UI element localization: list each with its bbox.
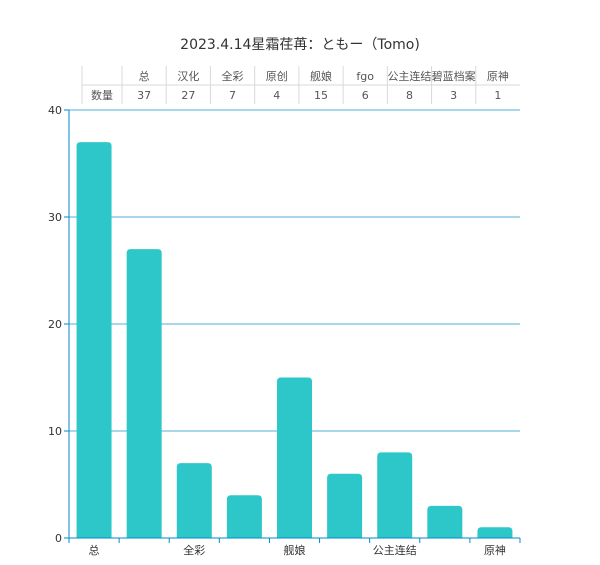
table-row-label: 数量 [91, 89, 113, 102]
table-header-cell: fgo [356, 70, 374, 83]
bar [327, 473, 363, 538]
x-tick-label: 总 [89, 543, 100, 557]
y-tick-label: 10 [48, 425, 62, 438]
bars [76, 142, 513, 538]
chart-title: 2023.4.14星霜荏苒：ともー（Tomo) [180, 37, 420, 53]
table-value-cell: 4 [273, 89, 280, 102]
data-table: 总 37 汉化 27 全彩 7 原创 4 舰娘 15 fgo 6 公主连结 8 碧蓝档案 3 原神 1 数量 [81, 66, 520, 104]
table-value-cell: 6 [362, 89, 369, 102]
x-axis-ticks: 总 全彩 舰娘 公主连结 原神 [68, 538, 521, 557]
y-tick-label: 20 [48, 318, 62, 331]
x-tick-label: 原神 [484, 543, 506, 557]
table-value-cell: 15 [314, 89, 328, 102]
table-value-cell: 1 [494, 89, 501, 102]
x-tick-label: 公主连结 [373, 544, 417, 557]
bar [226, 495, 262, 538]
bar [377, 452, 413, 538]
y-tick-label: 40 [48, 104, 62, 117]
bar [76, 142, 112, 538]
bar [126, 249, 162, 538]
table-value-cell: 7 [229, 89, 236, 102]
bar [277, 377, 312, 538]
y-tick-label: 30 [48, 211, 62, 224]
table-header-cell: 原神 [487, 69, 509, 83]
table-header-cell: 舰娘 [310, 69, 332, 83]
table-header-cell: 碧蓝档案 [432, 69, 476, 83]
table-value-cell: 27 [181, 89, 195, 102]
table-value-cell: 8 [406, 89, 413, 102]
bar [427, 505, 463, 538]
y-tick-label: 0 [55, 532, 62, 545]
bar [176, 463, 212, 538]
table-header-cell: 汉化 [177, 69, 199, 83]
bar [477, 527, 513, 538]
x-tick-label: 舰娘 [284, 543, 306, 557]
x-tick-label: 全彩 [183, 543, 205, 557]
y-axis-ticks: 0 10 20 30 40 [48, 104, 69, 545]
table-header-cell: 公主连结 [387, 70, 431, 83]
table-header-cell: 原创 [266, 70, 288, 83]
table-value-cell: 3 [450, 89, 457, 102]
table-header-cell: 总 [139, 69, 150, 83]
table-value-cell: 37 [137, 89, 151, 102]
table-header-cell: 全彩 [222, 69, 244, 83]
